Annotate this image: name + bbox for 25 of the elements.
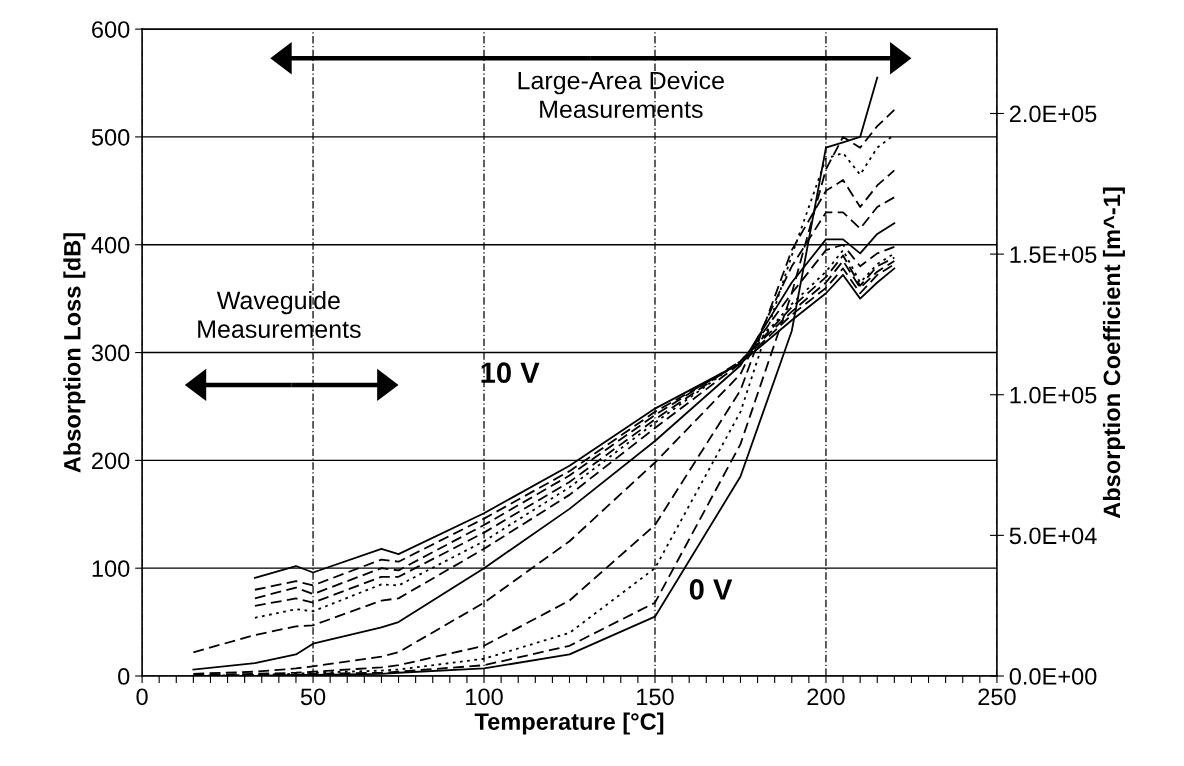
- y-tick-label: 400: [91, 236, 130, 254]
- y-tick-label: 100: [92, 560, 130, 577]
- y-tick-label: 500: [91, 128, 130, 146]
- y-tick-label: 200: [92, 452, 130, 470]
- y-tick-label: 0: [118, 668, 130, 685]
- y2-axis-title: Absorption Coefficient [m^-1]: [1102, 187, 1125, 519]
- y2-tick-label: 1.0E+05: [1010, 386, 1097, 404]
- x-tick-label: 250: [978, 688, 1016, 706]
- y2-tick-label: 1.5E+05: [1010, 246, 1097, 263]
- x-axis-title: Temperature [°C]: [474, 712, 664, 735]
- x-tick-label: 50: [300, 688, 326, 706]
- annotation: 10 V: [481, 362, 540, 384]
- y-axis-title: Absorption Loss [dB]: [63, 233, 86, 473]
- y-tick-label: 300: [91, 344, 130, 362]
- annotation: Waveguide Measurements: [198, 290, 361, 339]
- y2-tick-label: 0.0E+00: [1009, 668, 1097, 685]
- y2-tick-label: 2.0E+05: [1009, 105, 1097, 123]
- annotation: 0 V: [689, 579, 733, 600]
- y2-tick-label: 5.0E+04: [1009, 527, 1097, 545]
- x-tick-label: 100: [466, 688, 503, 706]
- annotation: Large-Area Device Measurements: [518, 71, 724, 119]
- x-tick-label: 200: [807, 688, 845, 706]
- x-tick-label: 0: [136, 688, 148, 706]
- x-tick-label: 150: [637, 688, 674, 706]
- y-tick-label: 600: [92, 21, 130, 38]
